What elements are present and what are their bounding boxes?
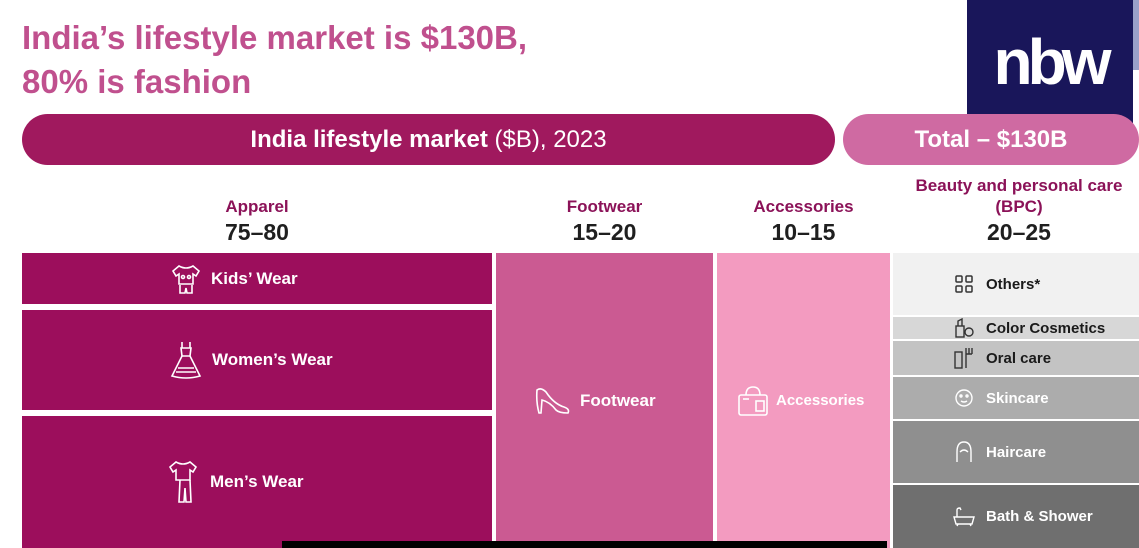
category-value: 15–20 bbox=[572, 219, 637, 245]
category-name: Accessories bbox=[753, 197, 854, 216]
category-value: 10–15 bbox=[771, 219, 836, 245]
handbag-icon bbox=[736, 385, 770, 417]
grid-icon bbox=[948, 274, 980, 294]
category-name-line1: Beauty and personal care bbox=[915, 176, 1123, 195]
title-line-1: India’s lifestyle market is $130B, bbox=[22, 19, 528, 56]
category-name: Apparel bbox=[225, 197, 289, 216]
bathtub-icon bbox=[948, 506, 980, 527]
haircare-icon bbox=[948, 440, 980, 464]
dress-icon bbox=[168, 340, 204, 380]
total-badge: Total – $130B bbox=[843, 114, 1139, 165]
bpc-haircare-row: Haircare bbox=[893, 421, 1139, 483]
bpc-label: Oral care bbox=[986, 349, 1052, 367]
banner-rest-text: ($B), 2023 bbox=[487, 125, 607, 153]
kids-wear-icon bbox=[169, 262, 203, 296]
bpc-others-row: Others* bbox=[893, 253, 1139, 315]
shirt-trousers-icon bbox=[168, 460, 202, 504]
category-name-line2: (BPC) bbox=[995, 197, 1043, 216]
bpc-label: Skincare bbox=[986, 389, 1049, 407]
title-line-2: 80% is fashion bbox=[22, 63, 252, 100]
bpc-bath-shower-row: Bath & Shower bbox=[893, 485, 1139, 548]
category-name: Footwear bbox=[566, 197, 643, 216]
category-bpc: Beauty and personal care (BPC) 20–25 bbox=[893, 175, 1139, 246]
bpc-label: Others* bbox=[986, 275, 1041, 293]
apparel-mens-wear-block: Men’s Wear bbox=[22, 416, 492, 548]
category-footwear: Footwear 15–20 bbox=[496, 196, 713, 246]
apparel-womens-wear-block: Women’s Wear bbox=[22, 310, 492, 410]
skincare-icon bbox=[948, 387, 980, 409]
footwear-label: Footwear bbox=[580, 390, 656, 410]
high-heel-icon bbox=[534, 386, 572, 416]
bpc-color-cosmetics-row: Color Cosmetics bbox=[893, 317, 1139, 339]
accessories-block: Accessories bbox=[717, 253, 890, 548]
apparel-label: Women’s Wear bbox=[212, 350, 333, 369]
caption-overlay-bar bbox=[282, 541, 887, 548]
category-accessories: Accessories 10–15 bbox=[717, 196, 890, 246]
bpc-label: Haircare bbox=[986, 443, 1047, 461]
cosmetics-icon bbox=[948, 318, 980, 338]
toothbrush-icon bbox=[948, 346, 980, 370]
banner-bold-text: India lifestyle market bbox=[250, 125, 488, 153]
apparel-label: Men’s Wear bbox=[210, 472, 304, 491]
apparel-label: Kids’ Wear bbox=[211, 268, 298, 288]
nbw-logo: nbw bbox=[967, 0, 1133, 123]
category-value: 20–25 bbox=[987, 219, 1051, 245]
logo-edge-strip bbox=[1133, 0, 1139, 70]
apparel-kids-wear-block: Kids’ Wear bbox=[22, 253, 492, 304]
accessories-label: Accessories bbox=[776, 392, 865, 409]
category-apparel: Apparel 75–80 bbox=[22, 196, 492, 246]
market-banner: India lifestyle market ($B), 2023 bbox=[22, 114, 835, 165]
footwear-block: Footwear bbox=[496, 253, 713, 548]
category-value: 75–80 bbox=[225, 219, 289, 245]
bpc-label: Color Cosmetics bbox=[986, 319, 1106, 337]
page-title: India’s lifestyle market is $130B, 80% i… bbox=[22, 16, 527, 104]
bpc-oral-care-row: Oral care bbox=[893, 341, 1139, 375]
bpc-skincare-row: Skincare bbox=[893, 377, 1139, 419]
bpc-label: Bath & Shower bbox=[986, 508, 1093, 525]
